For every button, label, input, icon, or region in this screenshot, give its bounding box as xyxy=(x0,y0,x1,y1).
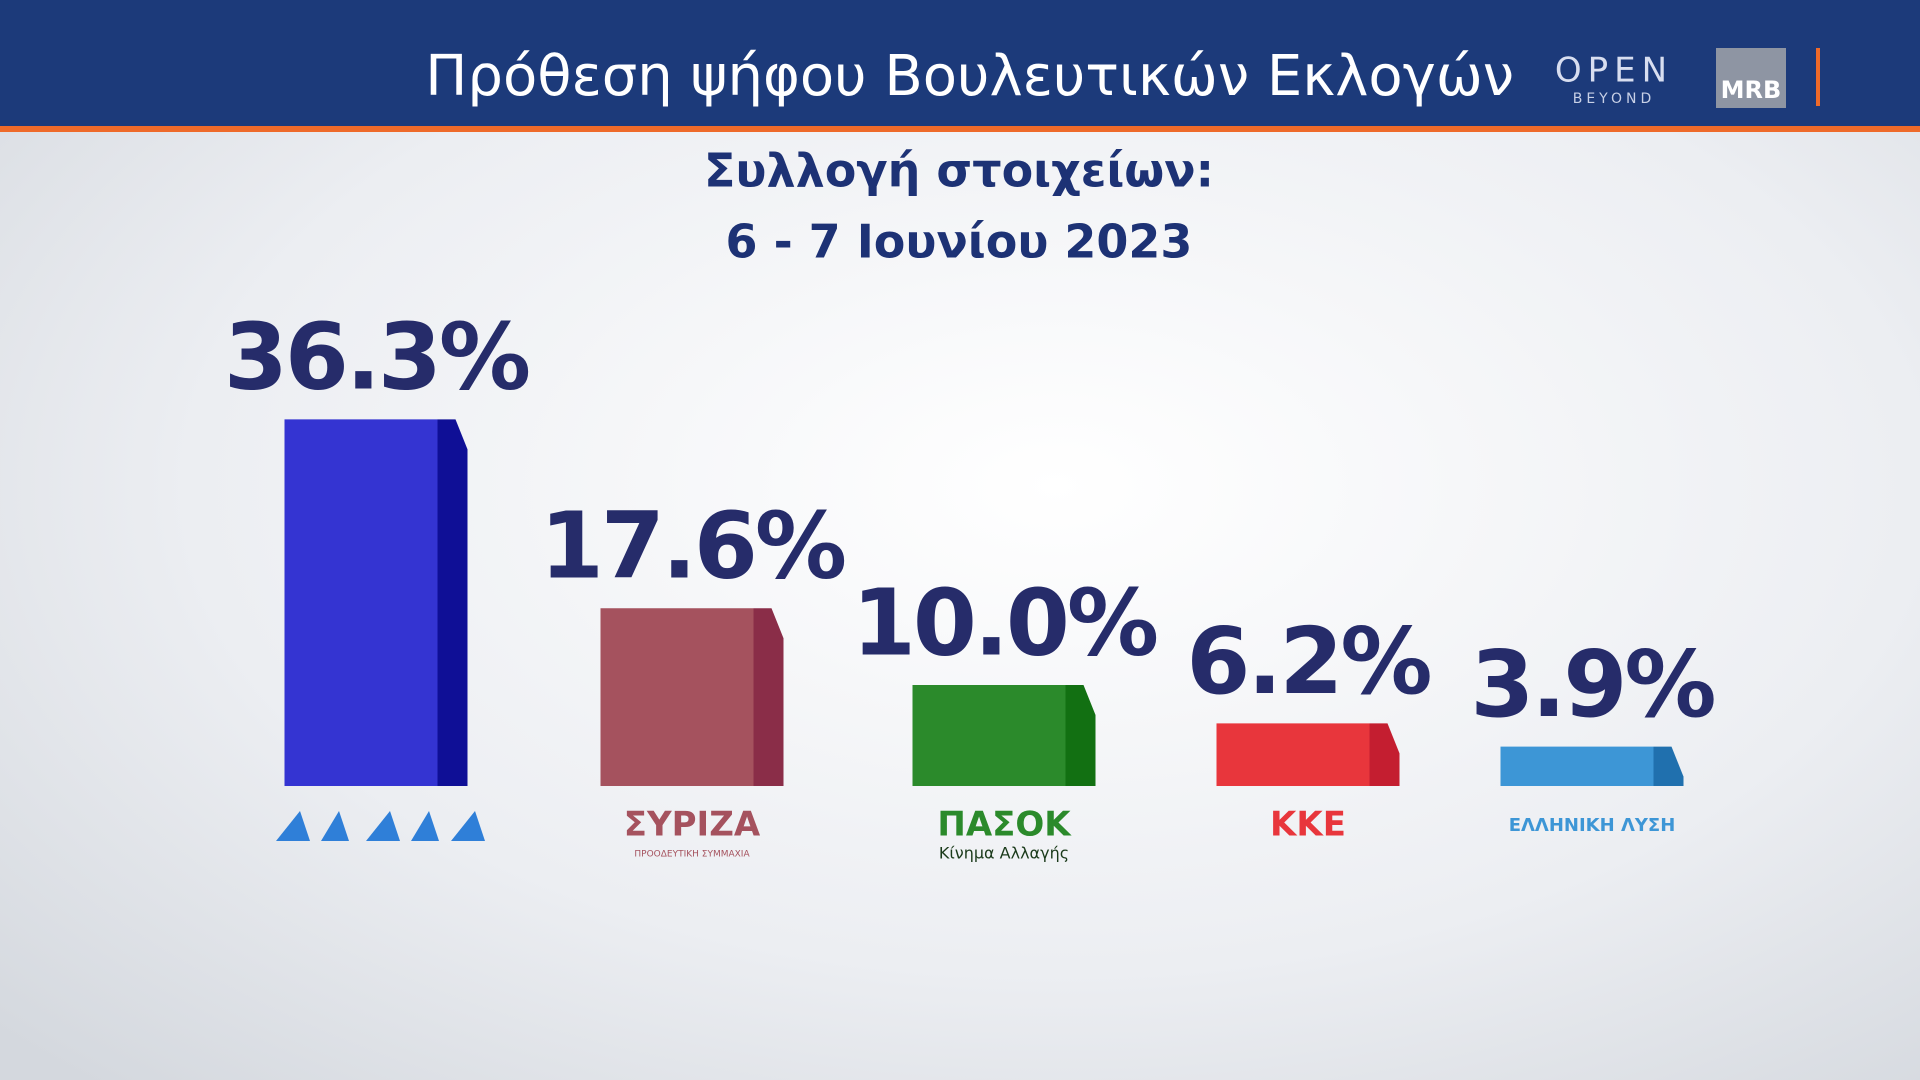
pollster-box xyxy=(1716,48,1786,108)
logo-shape xyxy=(451,811,485,841)
category-label: ΕΛΛΗΝΙΚΗ ΛΥΣΗ xyxy=(1509,815,1676,836)
bar xyxy=(1500,746,1684,786)
logo-shape xyxy=(411,811,439,841)
category-sublabel: ΠΡΟΟΔΕΥΤΙΚΗ ΣΥΜΜΑΧΙΑ xyxy=(634,850,750,860)
pollster: MRB xyxy=(1721,76,1782,104)
bar-side xyxy=(753,608,784,786)
bar-side xyxy=(437,419,468,786)
bar xyxy=(912,685,1096,786)
bar xyxy=(600,608,784,786)
subtitle: Συλλογή στοιχείων: xyxy=(704,144,1214,198)
subtitle: 6 - 7 Ιουνίου 2023 xyxy=(726,215,1193,269)
value-label: 6.2% xyxy=(1186,608,1430,715)
value-label: 10.0% xyxy=(852,569,1157,676)
bar-side xyxy=(1369,723,1400,786)
bar-side xyxy=(1065,685,1096,786)
logo-shape xyxy=(276,811,310,841)
bar-front xyxy=(912,685,1066,786)
bar-side xyxy=(1653,746,1684,786)
logo-shape xyxy=(321,811,349,841)
logo-shape xyxy=(366,811,400,841)
value-label: 3.9% xyxy=(1470,631,1714,738)
value-label: 17.6% xyxy=(540,493,845,600)
bar xyxy=(284,419,468,786)
header-title: Πρόθεση ψήφου Βουλευτικών Εκλογών xyxy=(425,44,1514,109)
bar xyxy=(1216,723,1400,786)
bar-front xyxy=(600,608,754,786)
category-sublabel: Κίνημα Αλλαγής xyxy=(939,844,1069,863)
bar-front xyxy=(1500,746,1654,786)
bar-front xyxy=(284,419,438,786)
header-stripe xyxy=(0,126,1920,132)
logo: OPEN xyxy=(1555,51,1673,91)
category-label: ΚΚΕ xyxy=(1270,805,1346,845)
category-label: ΣΥΡΙΖΑ xyxy=(624,805,761,845)
value-label: 36.3% xyxy=(224,304,529,411)
category-label: ΠΑΣΟΚ xyxy=(937,805,1072,845)
header-bar xyxy=(0,0,1920,126)
header-divider xyxy=(1816,48,1820,106)
logo-tagline: BEYOND xyxy=(1573,91,1656,107)
bar-front xyxy=(1216,723,1370,786)
